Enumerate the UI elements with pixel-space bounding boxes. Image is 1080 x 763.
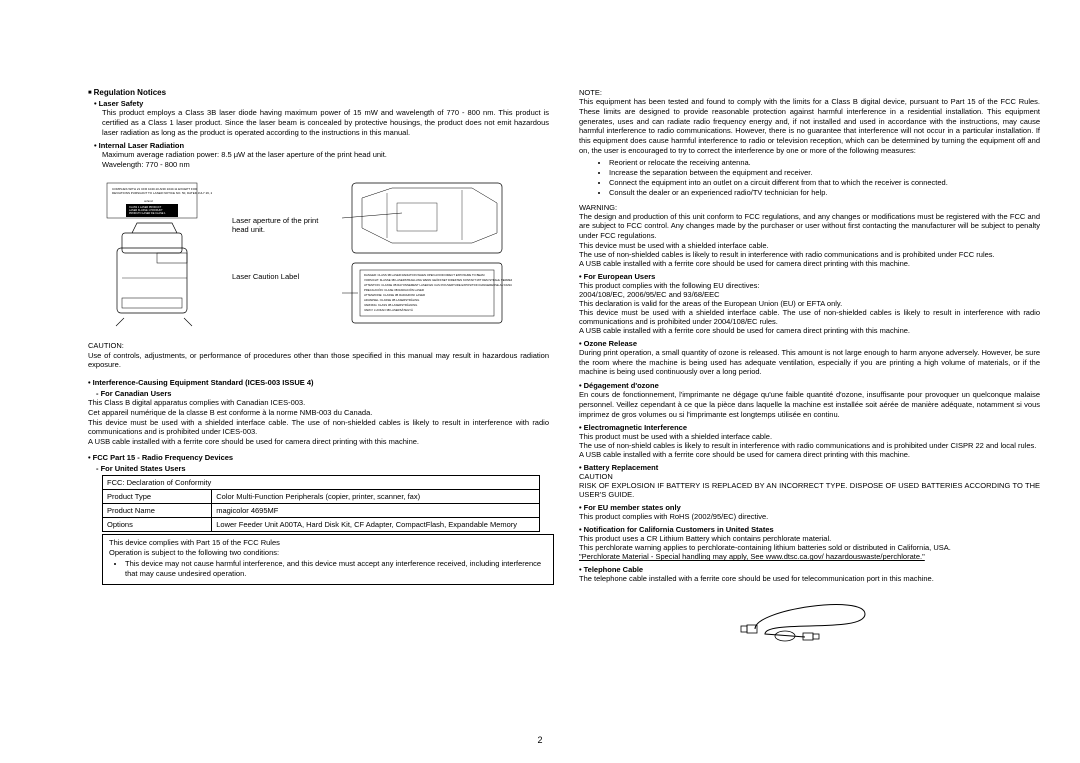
list-item: Connect the equipment into an outlet on … <box>609 178 1040 187</box>
note-head: NOTE: <box>579 88 1040 97</box>
table-cell: magicolor 4695MF <box>212 503 540 517</box>
label-caution: Laser Caution Label <box>232 272 322 281</box>
printer-right-icon: DANGER: CLASS 3B LASER RADIATION WHEN OP… <box>342 178 512 333</box>
caution-head: CAUTION: <box>88 341 549 351</box>
svg-text:DANGER: CLASS 3B LASER RADIATI: DANGER: CLASS 3B LASER RADIATION WHEN OP… <box>364 273 485 277</box>
warning-body: The design and production of this unit c… <box>579 212 1040 241</box>
svg-text:VARO!: LUOKAN 3B LASERSÄTEILYÄ: VARO!: LUOKAN 3B LASERSÄTEILYÄ <box>364 308 413 312</box>
eu-title: For European Users <box>579 272 1040 281</box>
ices-b3: This device must be used with a shielded… <box>88 418 549 438</box>
internal-laser-heading: Internal Laser Radiation <box>94 141 549 150</box>
cable-icon <box>735 589 885 644</box>
warning-2: This device must be used with a shielded… <box>579 241 1040 250</box>
batt-body: RISK OF EXPLOSION IF BATTERY IS REPLACED… <box>579 481 1040 499</box>
warning-4: A USB cable installed with a ferrite cor… <box>579 259 1040 268</box>
table-cell: Product Type <box>103 489 212 503</box>
table-cell: Color Multi-Function Peripherals (copier… <box>212 489 540 503</box>
warning-3: The use of non-shielded cables is likely… <box>579 250 1040 259</box>
svg-text:or/and: or/and <box>144 199 153 203</box>
degag-title: Dégagement d'ozone <box>579 381 1040 390</box>
fcc-box-line3: This device may not cause harmful interf… <box>125 559 547 579</box>
fcc-compliance-box: This device complies with Part 15 of the… <box>102 534 554 585</box>
cal-title: Notification for California Customers in… <box>579 525 1040 534</box>
svg-text:ADVARSEL: KLASSE 3B LASERSTRÅL: ADVARSEL: KLASSE 3B LASERSTRÅLING <box>364 297 419 302</box>
diagram-labels: Laser aperture of the print head unit. L… <box>232 178 322 319</box>
laser-safety-body: This product employs a Class 3B laser di… <box>102 108 549 137</box>
eu-b4: This device must be used with a shielded… <box>579 308 1040 326</box>
ozone-title: Ozone Release <box>579 339 1040 348</box>
cal-b2: This perchlorate warning applies to perc… <box>579 543 1040 552</box>
label-aperture: Laser aperture of the print head unit. <box>232 216 322 234</box>
batt-title: Battery Replacement <box>579 463 1040 472</box>
list-item: Reorient or relocate the receiving anten… <box>609 158 1040 167</box>
left-column: Regulation Notices Laser Safety This pro… <box>88 88 549 644</box>
regulation-notices-title: Regulation Notices <box>88 88 549 97</box>
fcc-box-line2: Operation is subject to the following tw… <box>109 548 547 558</box>
note-body: This equipment has been tested and found… <box>579 97 1040 156</box>
svg-text:ATTENTION: CLASSE 3B RAYONNEME: ATTENTION: CLASSE 3B RAYONNEMENT LASER E… <box>364 283 512 287</box>
ices-b4: A USB cable installed with a ferrite cor… <box>88 437 549 447</box>
degag-body: En cours de fonctionnement, l'imprimante… <box>579 390 1040 419</box>
eum-body: This product complies with RoHS (2002/95… <box>579 512 1040 521</box>
ices-b1: This Class B digital apparatus complies … <box>88 398 549 408</box>
svg-text:DEVIATIONS PURSUANT TO LASER N: DEVIATIONS PURSUANT TO LASER NOTICE NO. … <box>112 191 212 195</box>
batt-caution: CAUTION <box>579 472 1040 481</box>
right-column: NOTE: This equipment has been tested and… <box>579 88 1040 644</box>
fcc-table: FCC: Declaration of Conformity Product T… <box>102 475 540 532</box>
emi-b2: The use of non-shield cables is likely t… <box>579 441 1040 450</box>
svg-text:ATTENZIONE: CLASSE 3B RADIAZIO: ATTENZIONE: CLASSE 3B RADIAZIONI LASER <box>364 293 425 297</box>
tel-body: The telephone cable installed with a fer… <box>579 574 1040 583</box>
ozone-body: During print operation, a small quantity… <box>579 348 1040 377</box>
ices-sub: - For Canadian Users <box>96 389 549 398</box>
svg-text:VARNING: KLASS 3B LASERSTRÅLNI: VARNING: KLASS 3B LASERSTRÅLNING <box>364 302 417 307</box>
svg-text:PRECAUCIÓN: CLASE 3B RADIACIÓN: PRECAUCIÓN: CLASE 3B RADIACIÓN LASER <box>364 287 424 292</box>
tel-title: Telephone Cable <box>579 565 1040 574</box>
eu-b1: This product complies with the following… <box>579 281 1040 290</box>
internal-body-2: Wavelength: 770 - 800 nm <box>102 160 549 170</box>
eu-b3: This declaration is valid for the areas … <box>579 299 1040 308</box>
warning-head: WARNING: <box>579 203 1040 212</box>
printer-diagram: COMPLIES WITH 21 CFR 1040.10 AND 1040.11… <box>102 178 549 333</box>
note-bullets: Reorient or relocate the receiving anten… <box>609 158 1040 197</box>
internal-body-1: Maximum average radiation power: 8.5 μW … <box>102 150 549 160</box>
caution-body: Use of controls, adjustments, or perform… <box>88 351 549 371</box>
table-cell: FCC: Declaration of Conformity <box>103 475 540 489</box>
emi-title: Electromagnetic Interference <box>579 423 1040 432</box>
printer-left-icon: COMPLIES WITH 21 CFR 1040.10 AND 1040.11… <box>102 178 212 333</box>
fcc-title: FCC Part 15 - Radio Frequency Devices <box>88 453 549 462</box>
fcc-sub: - For United States Users <box>96 464 549 473</box>
emi-b1: This product must be used with a shielde… <box>579 432 1040 441</box>
svg-text:VORSICHT: KLASSE 3B LASERSTRAH: VORSICHT: KLASSE 3B LASERSTRAHLUNG WENN … <box>364 278 512 282</box>
table-cell: Product Name <box>103 503 212 517</box>
svg-text:PRODUTO LASER DE CLASE 1: PRODUTO LASER DE CLASE 1 <box>129 212 166 215</box>
eu-b5: A USB cable installed with a ferrite cor… <box>579 326 1040 335</box>
cal-b1: This product uses a CR Lithium Battery w… <box>579 534 1040 543</box>
ices-title: Interference-Causing Equipment Standard … <box>88 378 549 387</box>
fcc-box-line1: This device complies with Part 15 of the… <box>109 538 547 548</box>
cal-b3: "Perchlorate Material - Special handling… <box>579 552 1040 561</box>
eum-title: For EU member states only <box>579 503 1040 512</box>
emi-b3: A USB cable installed with a ferrite cor… <box>579 450 1040 459</box>
table-cell: Lower Feeder Unit A00TA, Hard Disk Kit, … <box>212 517 540 531</box>
table-cell: Options <box>103 517 212 531</box>
list-item: Consult the dealer or an experienced rad… <box>609 188 1040 197</box>
eu-b2: 2004/108/EC, 2006/95/EC and 93/68/EEC <box>579 290 1040 299</box>
page-number: 2 <box>0 735 1080 745</box>
list-item: Increase the separation between the equi… <box>609 168 1040 177</box>
ices-b2: Cet appareil numérique de la classe B es… <box>88 408 549 418</box>
laser-safety-heading: Laser Safety <box>94 99 549 108</box>
